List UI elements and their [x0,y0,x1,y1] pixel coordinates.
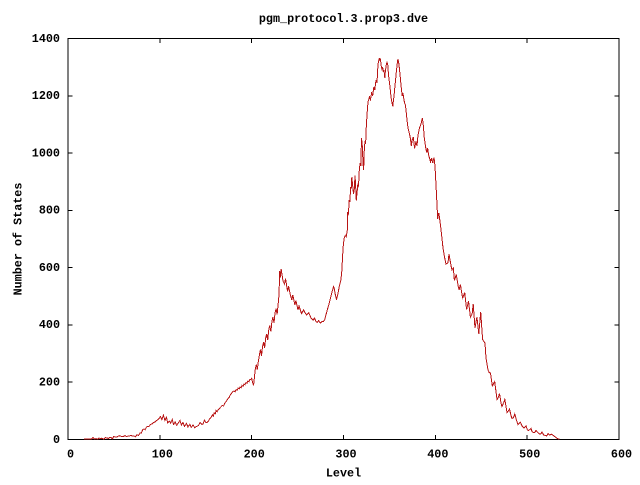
svg-text:100: 100 [152,447,173,461]
svg-text:500: 500 [519,447,540,461]
svg-text:600: 600 [39,261,60,275]
svg-text:1200: 1200 [32,89,60,103]
svg-text:Level: Level [326,467,361,481]
svg-text:200: 200 [244,447,265,461]
svg-text:pgm_protocol.3.prop3.dve: pgm_protocol.3.prop3.dve [259,12,428,26]
svg-text:600: 600 [611,447,632,461]
svg-text:200: 200 [39,376,60,390]
svg-text:800: 800 [39,204,60,218]
svg-text:Number of States: Number of States [12,183,26,296]
svg-text:400: 400 [39,318,60,332]
svg-text:300: 300 [335,447,356,461]
svg-text:0: 0 [67,447,74,461]
svg-text:400: 400 [427,447,448,461]
svg-text:0: 0 [53,433,60,447]
svg-text:1000: 1000 [32,146,60,160]
svg-text:1400: 1400 [32,32,60,46]
